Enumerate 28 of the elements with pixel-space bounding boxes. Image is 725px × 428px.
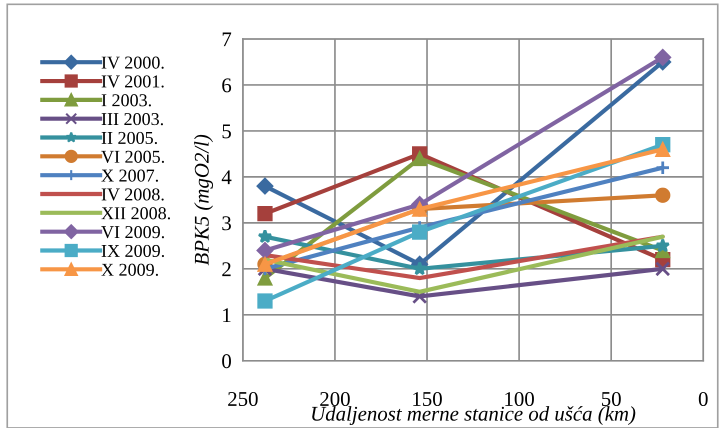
y-tick-label: 1 — [223, 308, 231, 322]
legend-label: I 2003. — [102, 94, 151, 106]
x-tick-label: 250 — [228, 392, 258, 406]
y-tick-label: 2 — [222, 262, 231, 276]
legend-label: II 2005. — [102, 132, 157, 144]
x-tick-label: 50 — [602, 392, 621, 406]
legend-label: IV 2001. — [102, 75, 164, 88]
legend-label: VI 2005. — [101, 150, 164, 163]
y-tick-label: 0 — [222, 354, 231, 368]
legend-label: IX 2009. — [102, 244, 164, 258]
legend-label: III 2003. — [102, 113, 163, 126]
x-tick-label: 0 — [698, 392, 708, 406]
x-tick-label: 100 — [505, 392, 534, 406]
y-tick-label: 3 — [222, 216, 231, 230]
legend-label: VI 2009. — [101, 226, 164, 238]
x-tick-label: 150 — [413, 392, 442, 406]
x-tick-label: 200 — [320, 392, 350, 406]
y-tick-label: 4 — [222, 170, 232, 184]
y-tick-label: 7 — [222, 32, 232, 46]
y-tick-label: 6 — [222, 78, 232, 92]
legend-label: IV 2000. — [102, 56, 164, 69]
legend-label: XII 2008. — [101, 207, 170, 220]
y-axis-title: BPK5 (mgO2/l) — [194, 134, 214, 266]
y-tick-label: 5 — [222, 124, 231, 138]
legend-label: IV 2008. — [102, 188, 164, 201]
legend-label: X 2007. — [101, 169, 158, 182]
legend-label: X 2009. — [101, 264, 158, 276]
x-axis-title: Udaljenost merne stanice od ušća (km) — [312, 406, 636, 426]
